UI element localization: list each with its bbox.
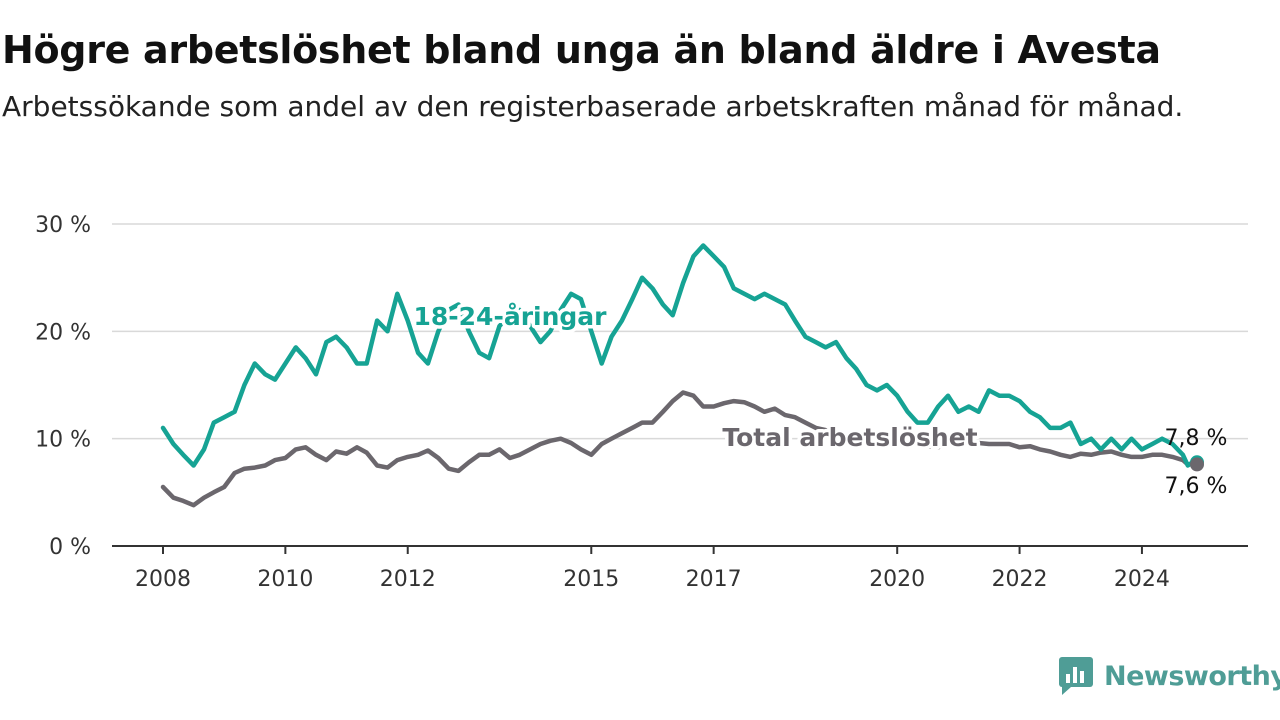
x-tick-label: 2012 xyxy=(380,567,436,592)
x-tick-label: 2024 xyxy=(1114,567,1170,592)
y-tick-label: 30 % xyxy=(35,213,91,238)
chart-title: Högre arbetslöshet bland unga än bland ä… xyxy=(2,28,1161,72)
x-tick-label: 2017 xyxy=(686,567,742,592)
end-marker-total xyxy=(1190,457,1204,472)
series-label-youth: 18-24-åringar xyxy=(414,302,608,331)
newsworthy-logo: Newsworthy xyxy=(1058,654,1280,698)
y-tick-label: 0 % xyxy=(49,535,91,560)
chart-subtitle: Arbetssökande som andel av den registerb… xyxy=(2,90,1184,123)
x-tick-label: 2020 xyxy=(869,567,925,592)
series-label-total: Total arbetslöshet xyxy=(722,423,977,452)
x-tick-label: 2008 xyxy=(135,567,191,592)
series-line-total xyxy=(160,390,1200,508)
newsworthy-brand-name: Newsworthy xyxy=(1104,660,1280,692)
y-tick-label: 10 % xyxy=(35,428,91,453)
series-line-youth xyxy=(160,243,1200,468)
end-label-youth: 7,8 % xyxy=(1165,426,1228,451)
x-tick-label: 2022 xyxy=(992,567,1048,592)
newsworthy-logo-icon xyxy=(1059,657,1093,695)
x-tick-label: 2015 xyxy=(563,567,619,592)
x-tick-label: 2010 xyxy=(257,567,313,592)
end-label-total: 7,6 % xyxy=(1165,474,1228,499)
y-tick-label: 20 % xyxy=(35,320,91,345)
